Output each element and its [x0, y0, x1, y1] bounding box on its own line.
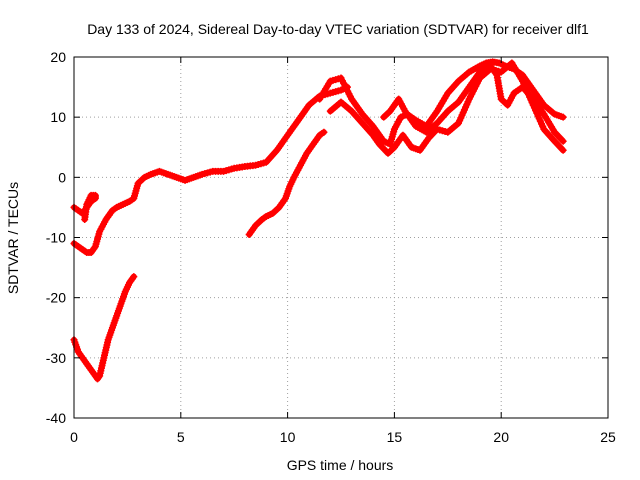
y-tick-label: 10	[50, 109, 66, 125]
data-point	[559, 137, 567, 145]
y-tick-label: -20	[46, 290, 66, 306]
grid-layer	[74, 57, 608, 418]
x-tick-label: 0	[70, 429, 78, 445]
data-point	[95, 373, 103, 381]
x-tick-label: 25	[600, 429, 616, 445]
chart-title: Day 133 of 2024, Sidereal Day-to-day VTE…	[87, 21, 589, 37]
data-point	[320, 128, 328, 136]
data-layer	[70, 58, 567, 383]
data-point	[130, 273, 138, 281]
tick-layer: 0 5 10 15 20 25 -40 -30 -20 -10 0 10 20	[46, 49, 616, 445]
y-axis-label: SDTVAR / TECUs	[5, 182, 21, 294]
series-track-afternoon-rise	[245, 128, 328, 238]
y-tick-label: 0	[58, 169, 66, 185]
x-axis-label: GPS time / hours	[287, 457, 394, 473]
data-point	[559, 113, 567, 121]
x-tick-label: 20	[493, 429, 509, 445]
series-track-evening-c	[380, 62, 567, 145]
data-point	[559, 146, 567, 154]
x-tick-label: 15	[387, 429, 403, 445]
y-tick-label: 20	[50, 49, 66, 65]
y-tick-label: -30	[46, 350, 66, 366]
x-tick-label: 5	[177, 429, 185, 445]
y-tick-label: -10	[46, 230, 66, 246]
x-tick-label: 10	[280, 429, 296, 445]
series-track-dawn-loop	[70, 191, 99, 223]
data-point	[81, 215, 89, 223]
y-tick-label: -40	[46, 410, 66, 426]
